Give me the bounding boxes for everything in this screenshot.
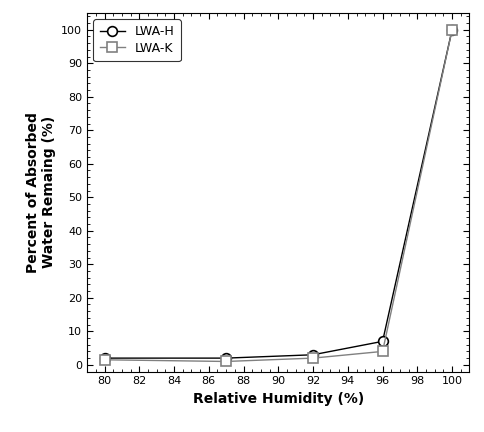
X-axis label: Relative Humidity (%): Relative Humidity (%) xyxy=(193,392,364,406)
LWA-K xyxy=(449,27,455,32)
LWA-H xyxy=(223,356,229,361)
LWA-H xyxy=(379,339,385,344)
LWA-H xyxy=(449,27,455,32)
LWA-K xyxy=(379,349,385,354)
LWA-H xyxy=(102,356,107,361)
LWA-K xyxy=(102,357,107,362)
Line: LWA-H: LWA-H xyxy=(100,25,457,363)
LWA-K xyxy=(310,356,316,361)
Line: LWA-K: LWA-K xyxy=(100,25,457,366)
LWA-K xyxy=(223,359,229,364)
Legend: LWA-H, LWA-K: LWA-H, LWA-K xyxy=(93,19,181,61)
LWA-H xyxy=(310,352,316,357)
Y-axis label: Percent of Absorbed
Water Remaing (%): Percent of Absorbed Water Remaing (%) xyxy=(26,112,56,273)
